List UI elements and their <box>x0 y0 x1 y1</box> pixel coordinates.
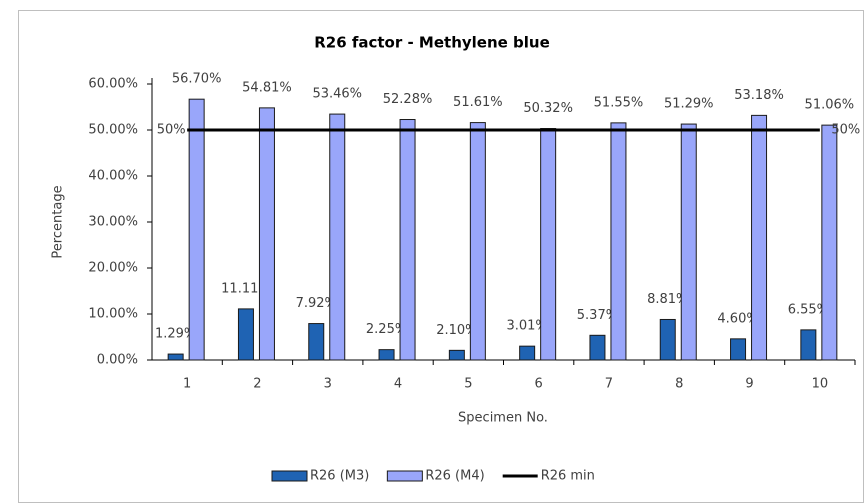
legend-label: R26 (M3) <box>310 469 369 484</box>
data-label: 6.55% <box>788 302 829 317</box>
legend-swatch <box>386 470 423 482</box>
data-label: 3.01% <box>506 319 547 334</box>
data-label: 51.55% <box>594 95 644 110</box>
bar <box>659 318 676 361</box>
x-tick-label: 1 <box>183 377 191 392</box>
y-tick-label: 20.00% <box>88 261 138 276</box>
x-tick-label: 9 <box>745 377 753 392</box>
data-label: 56.70% <box>172 72 222 87</box>
bar <box>821 124 838 361</box>
data-label: 50% <box>831 123 860 138</box>
data-label: 8.81% <box>647 292 688 307</box>
bar <box>308 323 325 361</box>
data-label: 5.37% <box>577 308 618 323</box>
data-label: 50.32% <box>523 101 573 116</box>
legend-swatch <box>271 470 308 482</box>
y-axis-title: Percentage <box>51 185 66 258</box>
bar <box>610 122 627 361</box>
data-label: 51.29% <box>664 97 714 112</box>
bar <box>469 122 486 361</box>
bar <box>800 329 817 361</box>
data-label: 53.46% <box>312 87 362 102</box>
y-tick-label: 60.00% <box>88 77 138 92</box>
bar <box>399 119 416 361</box>
data-label: 50% <box>157 123 186 138</box>
data-label: 7.92% <box>296 296 337 311</box>
data-label: 52.28% <box>383 92 433 107</box>
bar <box>237 308 254 361</box>
bar <box>540 128 557 361</box>
x-tick-label: 5 <box>464 377 472 392</box>
x-tick-label: 8 <box>675 377 683 392</box>
bar <box>680 123 697 361</box>
x-tick-label: 3 <box>324 377 332 392</box>
y-tick-label: 30.00% <box>88 215 138 230</box>
data-label: 1.29% <box>155 327 196 342</box>
y-tick-label: 10.00% <box>88 307 138 322</box>
bar <box>730 338 747 361</box>
bar <box>519 345 536 361</box>
y-tick-label: 40.00% <box>88 169 138 184</box>
bar <box>258 107 275 361</box>
data-label: 51.61% <box>453 95 503 110</box>
bar <box>589 334 606 361</box>
data-label: 2.10% <box>436 323 477 338</box>
data-label: 54.81% <box>242 80 292 95</box>
data-label: 2.25% <box>366 322 407 337</box>
x-tick-label: 10 <box>812 377 829 392</box>
data-label: 11.11% <box>221 281 271 296</box>
x-tick-label: 4 <box>394 377 402 392</box>
y-tick-label: 0.00% <box>97 353 138 368</box>
data-label: 51.06% <box>805 98 855 113</box>
data-label: 53.18% <box>734 88 784 103</box>
bar <box>751 114 768 361</box>
chart-frame <box>18 10 864 503</box>
bar <box>167 353 184 361</box>
bar <box>378 349 395 361</box>
data-label: 4.60% <box>717 311 758 326</box>
x-axis-title: Specimen No. <box>458 411 548 426</box>
legend-label: R26 (M4) <box>425 469 484 484</box>
x-tick-label: 2 <box>253 377 261 392</box>
x-tick-label: 6 <box>535 377 543 392</box>
y-tick-label: 50.00% <box>88 123 138 138</box>
chart-title: R26 factor - Methylene blue <box>314 34 550 52</box>
bar <box>448 349 465 361</box>
x-tick-label: 7 <box>605 377 613 392</box>
bar <box>188 98 205 361</box>
legend-label: R26 min <box>541 469 595 484</box>
bar <box>329 113 346 361</box>
